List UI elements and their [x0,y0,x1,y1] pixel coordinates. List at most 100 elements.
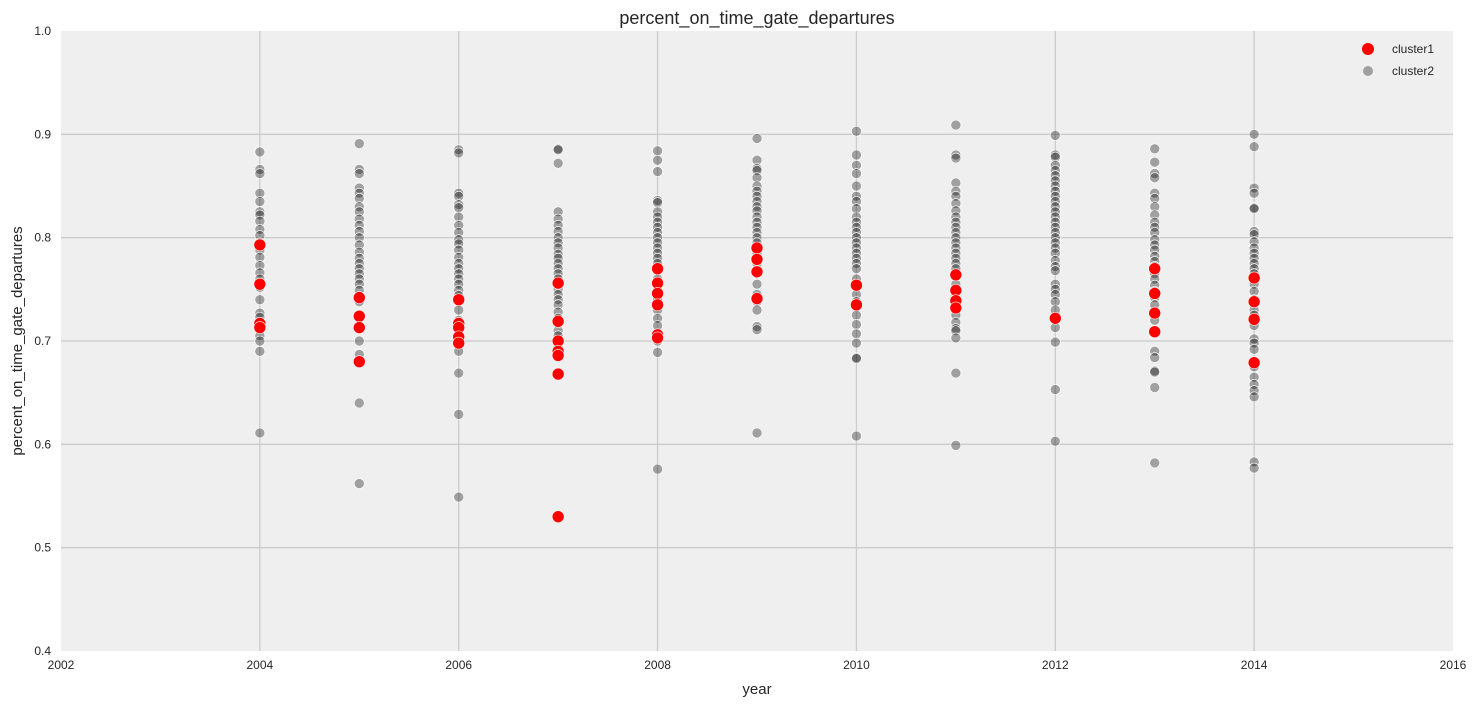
cluster2-point [1248,187,1260,199]
x-axis-ticks: 2002 2004 2006 2008 2010 2012 2014 2016 [48,658,1467,672]
legend-item-cluster2: cluster2 [1363,64,1434,78]
cluster2-point [1248,385,1260,396]
cluster2-point [950,152,962,164]
cluster2-point [254,206,266,218]
cluster2-point [353,219,365,231]
cluster1-point [253,238,267,252]
y-tick-label: 0.4 [34,644,51,658]
cluster2-point [652,166,663,177]
cluster1-point [750,253,764,266]
cluster2-point [751,165,763,176]
cluster2-point [950,325,962,336]
cluster1-point [750,265,764,279]
cluster2-point [1049,265,1061,277]
cluster2-point [851,180,862,192]
x-tick-label: 2014 [1241,658,1268,672]
cluster2-point [453,367,465,379]
cluster2-point [1049,130,1061,141]
cluster2-point [254,335,266,347]
x-axis-label: year [742,681,771,698]
cluster2-point [950,367,962,379]
cluster2-point [453,202,465,213]
cluster1-point [1247,295,1261,309]
cluster1-point [551,510,565,523]
cluster2-point [1149,382,1161,393]
cluster2-point [1248,229,1260,240]
cluster2-point [751,133,763,144]
legend: cluster1 cluster2 [1362,42,1434,78]
cluster2-point [453,211,465,223]
cluster2-point [453,199,465,210]
cluster2-point [851,328,862,340]
cluster2-point [950,332,962,344]
cluster1-point [850,278,863,292]
x-tick-label: 2008 [644,658,671,672]
cluster2-point [652,347,663,358]
cluster2-point [751,304,763,316]
cluster1-point [850,298,863,312]
cluster2-point [552,157,564,169]
cluster2-point [950,119,962,131]
x-tick-label: 2016 [1440,658,1467,672]
cluster2-point [254,251,266,263]
cluster1-point [551,276,565,290]
cluster2-point [1248,343,1260,355]
cluster1-point [1247,356,1261,370]
cluster2-point [950,149,962,161]
cluster2-point [950,177,962,189]
cluster1-point [651,262,664,275]
y-tick-label: 0.9 [34,127,51,141]
cluster2-point [353,232,365,243]
cluster2-point [652,463,663,475]
cluster2-point [950,191,962,202]
cluster2-point [751,324,763,335]
cluster2-point [1149,244,1161,256]
y-tick-label: 0.5 [34,541,51,555]
cluster2-point [1149,227,1161,238]
cluster2-point [1149,366,1161,378]
cluster2-point [353,397,365,409]
x-tick-label: 2002 [48,658,75,672]
cluster2-point [950,205,962,217]
cluster2-point [353,335,365,347]
cluster2-point [254,187,266,199]
cluster2-point [1049,336,1061,348]
cluster1-point [253,277,267,291]
cluster2-point [950,198,962,209]
cluster2-point [254,346,266,357]
cluster1-point [352,291,366,304]
cluster1-point [452,293,466,306]
cluster2-point [552,248,564,260]
legend-marker [1363,66,1373,76]
cluster1-point [750,292,764,305]
cluster2-point [751,278,763,290]
x-tick-label: 2012 [1042,658,1069,672]
cluster2-point [453,187,465,199]
cluster1-point [651,287,664,300]
cluster1-point [949,268,963,282]
cluster2-point [353,213,365,225]
legend-item-cluster1: cluster1 [1362,42,1434,56]
cluster2-point [353,138,365,149]
cluster2-point [1248,371,1260,383]
cluster1-point [750,241,764,255]
cluster2-point [453,234,465,246]
cluster2-point [851,263,862,274]
cluster2-point [851,337,862,349]
cluster2-point [353,246,365,258]
cluster2-point [652,197,663,208]
cluster2-point [1149,201,1161,212]
cluster1-point [1148,262,1162,275]
cluster2-point [851,203,862,215]
cluster2-point [1248,337,1260,349]
cluster2-point [1149,156,1161,168]
cluster2-point [1248,462,1260,474]
cluster2-point [254,427,266,439]
cluster2-point [751,201,763,212]
cluster2-point [1049,151,1061,163]
cluster2-point [453,144,465,156]
cluster2-point [254,294,266,305]
cluster1-point [949,301,963,315]
